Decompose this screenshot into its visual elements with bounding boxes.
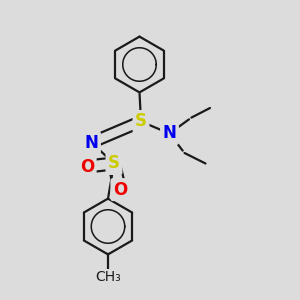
Text: S: S <box>108 154 120 172</box>
Text: S: S <box>135 112 147 130</box>
Text: N: N <box>85 134 98 152</box>
Text: O: O <box>113 181 127 199</box>
Text: CH₃: CH₃ <box>95 270 121 284</box>
Text: N: N <box>163 124 176 142</box>
Text: O: O <box>80 158 94 175</box>
